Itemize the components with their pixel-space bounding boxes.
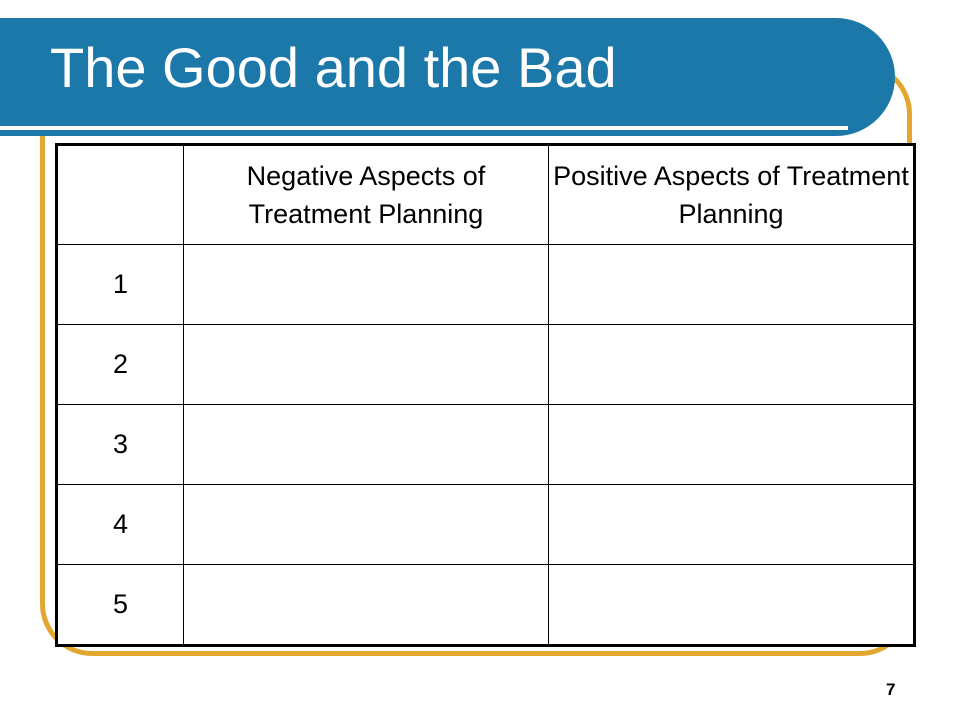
positive-aspect-cell[interactable] bbox=[548, 244, 915, 325]
positive-aspect-cell[interactable] bbox=[548, 324, 915, 405]
header-cell-blank bbox=[56, 144, 184, 245]
table-row: 3 bbox=[56, 404, 915, 485]
header-positive-aspects: Positive Aspects of Treatment Planning bbox=[548, 144, 915, 245]
row-number: 5 bbox=[56, 564, 184, 646]
negative-aspect-cell[interactable] bbox=[183, 564, 549, 646]
negative-aspect-cell[interactable] bbox=[183, 484, 549, 565]
row-number: 4 bbox=[56, 484, 184, 565]
positive-aspect-cell[interactable] bbox=[548, 484, 915, 565]
aspects-table: Negative Aspects of Treatment Planning P… bbox=[55, 143, 916, 647]
table-header-row: Negative Aspects of Treatment Planning P… bbox=[56, 144, 915, 245]
slide-title: The Good and the Bad bbox=[50, 36, 617, 99]
table-row: 1 bbox=[56, 244, 915, 325]
row-number: 3 bbox=[56, 404, 184, 485]
row-number: 1 bbox=[56, 244, 184, 325]
page-number: 7 bbox=[886, 680, 896, 699]
table-row: 5 bbox=[56, 564, 915, 646]
title-underline bbox=[0, 126, 848, 130]
row-number: 2 bbox=[56, 324, 184, 405]
header-negative-aspects: Negative Aspects of Treatment Planning bbox=[183, 144, 549, 245]
table-row: 4 bbox=[56, 484, 915, 565]
title-banner bbox=[0, 18, 895, 136]
positive-aspect-cell[interactable] bbox=[548, 564, 915, 646]
negative-aspect-cell[interactable] bbox=[183, 324, 549, 405]
negative-aspect-cell[interactable] bbox=[183, 244, 549, 325]
positive-aspect-cell[interactable] bbox=[548, 404, 915, 485]
negative-aspect-cell[interactable] bbox=[183, 404, 549, 485]
table-row: 2 bbox=[56, 324, 915, 405]
